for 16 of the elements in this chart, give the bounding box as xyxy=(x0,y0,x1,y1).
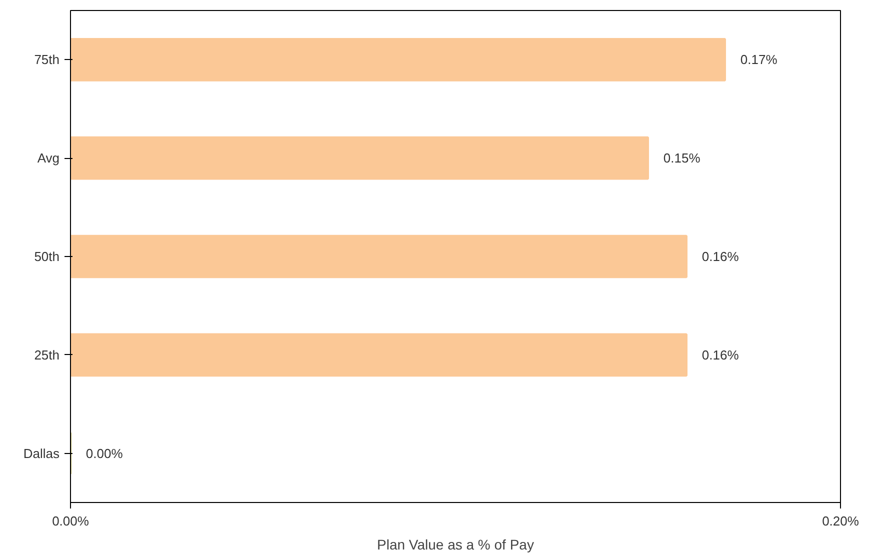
y-tick-label: 75th xyxy=(34,52,60,68)
data-label: 0.17% xyxy=(740,52,778,68)
y-tick-label: Avg xyxy=(37,150,60,166)
y-tick-label: 50th xyxy=(34,249,60,264)
bar xyxy=(70,38,726,82)
bar xyxy=(70,333,688,377)
data-label: 0.16% xyxy=(702,249,740,264)
data-label: 0.15% xyxy=(663,150,701,166)
bar xyxy=(70,234,688,278)
bar xyxy=(70,136,649,180)
x-axis-title: Plan Value as a % of Pay xyxy=(377,536,534,552)
y-tick-label: Dallas xyxy=(23,446,60,461)
y-tick-label: 25th xyxy=(34,347,60,362)
data-label: 0.00% xyxy=(86,446,124,461)
data-label: 0.16% xyxy=(702,347,740,362)
x-tick-label: 0.20% xyxy=(822,514,860,528)
